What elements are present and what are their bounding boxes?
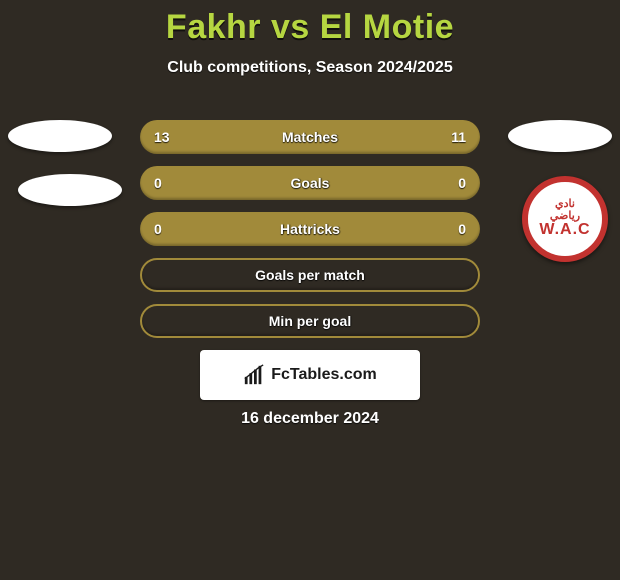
- stat-right-value: 11: [451, 120, 466, 154]
- branding-text: FcTables.com: [271, 366, 377, 384]
- stat-label: Hattricks: [280, 221, 340, 237]
- badge-line-3: W.A.C: [539, 222, 590, 239]
- team-badge-wac: نادي رياضي W.A.C: [522, 176, 608, 262]
- left-team-placeholder-2: [18, 174, 122, 206]
- stat-label: Matches: [282, 129, 338, 145]
- badge-line-1: نادي: [539, 199, 590, 211]
- stat-row-goals-per-match: Goals per match: [140, 258, 480, 292]
- stat-row-matches: 13 Matches 11: [140, 120, 480, 154]
- date-text: 16 december 2024: [0, 410, 620, 428]
- stat-left-value: 0: [154, 166, 162, 200]
- left-team-placeholder-1: [8, 120, 112, 152]
- stat-label: Goals per match: [255, 267, 365, 283]
- right-team-placeholder: [508, 120, 612, 152]
- stat-right-value: 0: [458, 166, 466, 200]
- page-subtitle: Club competitions, Season 2024/2025: [0, 59, 620, 77]
- stat-left-value: 13: [154, 120, 170, 154]
- stat-label: Goals: [291, 175, 330, 191]
- stat-row-min-per-goal: Min per goal: [140, 304, 480, 338]
- stat-row-hattricks: 0 Hattricks 0: [140, 212, 480, 246]
- stat-left-value: 0: [154, 212, 162, 246]
- branding-box: FcTables.com: [200, 350, 420, 400]
- stat-bars: 13 Matches 11 0 Goals 0 0 Hattricks 0 Go…: [140, 120, 480, 350]
- chart-icon: [243, 364, 265, 386]
- page-title: Fakhr vs El Motie: [0, 0, 620, 47]
- stat-right-value: 0: [458, 212, 466, 246]
- comparison-infographic: Fakhr vs El Motie Club competitions, Sea…: [0, 0, 620, 580]
- stat-label: Min per goal: [269, 313, 351, 329]
- team-badge-text: نادي رياضي W.A.C: [539, 199, 590, 239]
- stat-row-goals: 0 Goals 0: [140, 166, 480, 200]
